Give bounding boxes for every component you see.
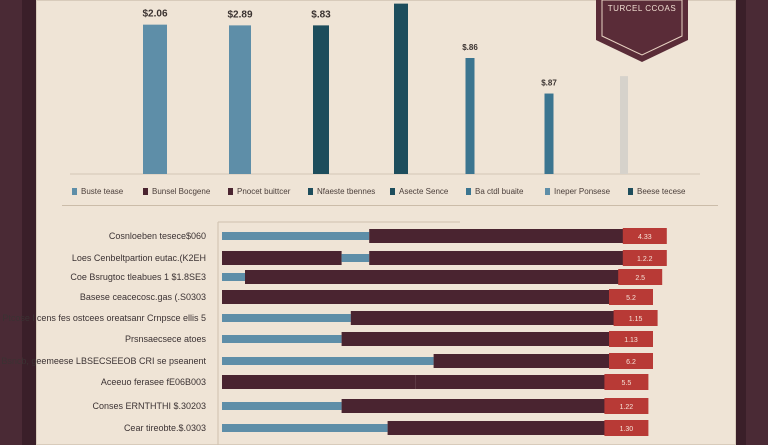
vbar <box>394 3 408 174</box>
legend-swatch <box>308 188 313 195</box>
legend-label: Buste tease <box>81 187 124 196</box>
vbar <box>313 25 329 174</box>
legend-entry: Nfaeste tbennes <box>308 187 375 196</box>
legend-swatch <box>628 188 633 195</box>
legend-label: Asecte Sence <box>399 187 449 196</box>
value-badge <box>604 398 649 414</box>
vbar-data-label: $2.06 <box>142 9 167 20</box>
legend-label: Bunsel Bocgene <box>152 187 211 196</box>
legend-label: Beese tecese <box>637 187 686 196</box>
hbar-segment <box>222 273 245 281</box>
value-badge-text: 1.2.2 <box>637 256 653 263</box>
row-label: Coe Bsrugtoc tleabues 1 $1.8SE3 <box>70 272 206 282</box>
legend-swatch <box>72 188 77 195</box>
legend-entry: Bunsel Bocgene <box>143 187 210 196</box>
value-badge <box>609 289 653 305</box>
legend-entry: Buste tease <box>72 187 123 196</box>
vbar-data-label: $2.89 <box>227 9 252 20</box>
hbar-segment <box>222 335 342 343</box>
row-label: Ptcose l cens fes ostcees oreatsanr Crnp… <box>2 313 206 323</box>
row-label: Basese ceacecosc.gas (.S0303 <box>80 292 206 302</box>
legend-swatch <box>466 188 471 195</box>
hbar-segment <box>222 357 434 365</box>
value-badge <box>613 310 658 326</box>
section-divider <box>62 205 718 206</box>
value-badge <box>618 269 663 285</box>
hbar-segment <box>415 375 609 389</box>
row-label: Cosnloeben tesece$060 <box>109 231 206 241</box>
value-badge <box>622 228 667 244</box>
row-label: Prsnsaecsece atoes <box>125 334 207 344</box>
value-badge <box>622 250 667 266</box>
legend-swatch <box>143 188 148 195</box>
hbar-segment <box>222 290 613 304</box>
row-label: Aceeuo ferasee fE06B003 <box>101 377 206 387</box>
row-label: Conses ERNTHTHI $.30203 <box>92 401 206 411</box>
vbar <box>143 24 167 175</box>
hbar-segment <box>387 421 609 435</box>
legend-swatch <box>228 188 233 195</box>
hbar-segment <box>369 251 627 265</box>
vbar-data-label: $.83 <box>311 9 331 20</box>
vertical-bar-chart: $2.06 $2.89 $.83 $.86 $.87 <box>70 3 700 175</box>
vbar-data-label: $.86 <box>462 43 478 52</box>
hbar-segment <box>222 402 342 410</box>
hbar-segment <box>222 251 342 265</box>
legend-entry: Ineper Ponsese <box>545 187 610 196</box>
banner-text: TURCEL CCOAS <box>607 4 677 13</box>
row-label: Loes Cenbeltpartion eutac.(K2EH <box>72 253 206 263</box>
vbar <box>465 58 475 174</box>
legend-swatch <box>390 188 395 195</box>
legend-label: Nfaeste tbennes <box>317 187 376 196</box>
hbar-segment <box>360 311 618 325</box>
hbar-segment <box>222 314 351 322</box>
hbar-segment <box>433 354 613 368</box>
hbar-segment <box>222 375 416 389</box>
legend-entry: Pnocet buittcer <box>228 187 290 196</box>
value-badge-text: 2.5 <box>635 275 645 282</box>
value-badge-text: 4.33 <box>638 234 652 241</box>
value-badge-text: 1.13 <box>624 337 638 344</box>
vbar-data-label: $.87 <box>541 79 557 88</box>
legend-entry: Beese tecese <box>628 187 685 196</box>
legend-entry: Asecte Sence <box>390 187 448 196</box>
value-badge <box>609 353 653 369</box>
vbar <box>620 76 628 174</box>
value-badge-text: 5.2 <box>626 295 636 302</box>
hbar-segment <box>337 270 623 284</box>
value-badge-text: 1.15 <box>629 316 643 323</box>
value-badge-text: 1.30 <box>620 426 634 433</box>
hbar-segment <box>341 332 613 346</box>
value-badge-text: 5.5 <box>622 380 632 387</box>
value-badge <box>604 420 649 436</box>
legend-swatch <box>545 188 550 195</box>
hbar-segment <box>341 254 370 262</box>
legend-entry: Ba ctdl buaite <box>466 187 523 196</box>
legend-label: Ba ctdl buaite <box>475 187 524 196</box>
value-badge-text: 6.2 <box>626 359 636 366</box>
vbar <box>229 25 251 174</box>
value-badge <box>609 331 653 347</box>
vbar <box>544 93 554 174</box>
legend-label: Ineper Ponsese <box>554 187 611 196</box>
hbar-segment <box>350 311 360 325</box>
value-badge-text: 1.22 <box>620 404 634 411</box>
row-label: Bsncb, geemeese LBSECSEEOB CRI se pseane… <box>1 356 206 366</box>
hbar-segment <box>222 232 370 240</box>
hbar-segment <box>369 229 627 243</box>
hbar-segment <box>245 270 337 284</box>
hbar-segment <box>222 424 388 432</box>
legend-label: Pnocet buittcer <box>237 187 291 196</box>
hbar-segment <box>341 399 609 413</box>
row-label: Cear tireobte.$.0303 <box>124 423 206 433</box>
corner-banner <box>596 0 688 62</box>
value-badge <box>604 374 649 390</box>
